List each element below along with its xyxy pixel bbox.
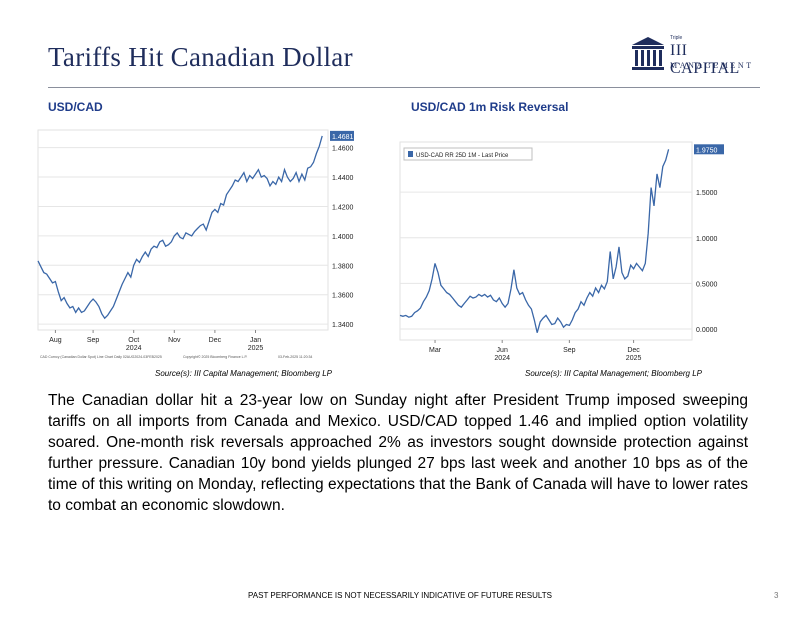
- y-tick-label: 1.0000: [696, 236, 718, 243]
- logo-sub-text: MANAGEMENT: [670, 61, 754, 70]
- x-tick-label: Mar: [429, 347, 442, 354]
- last-value-badge: [330, 130, 354, 141]
- x-tick-year: 2024: [494, 355, 510, 362]
- columns-icon: [632, 37, 664, 70]
- y-tick-label: 0.5000: [696, 281, 718, 288]
- chart-title-usdcad: USD/CAD: [48, 100, 103, 114]
- chart-title-risk-reversal: USD/CAD 1m Risk Reversal: [411, 100, 569, 114]
- last-value-label: 1.4681: [332, 134, 354, 141]
- plot-area: [399, 141, 693, 341]
- x-tick-label: Nov: [168, 337, 181, 344]
- last-value-badge: [694, 144, 724, 155]
- legend-box: [403, 147, 533, 161]
- plot-area: [37, 129, 329, 331]
- x-tick-label: Sep: [87, 337, 100, 344]
- x-tick-label: Aug: [49, 337, 62, 344]
- company-logo: Triple III CAPITAL MANAGEMENT: [630, 34, 760, 77]
- y-tick-label: 1.4600: [332, 146, 354, 153]
- x-tick-label: Jan: [250, 337, 261, 344]
- chart-footnote-copyright: Copyright© 2025 Bloomberg Finance L.P.: [183, 355, 248, 359]
- legend-entry: USD-CAD RR 25D 1M - Last Price: [416, 153, 509, 159]
- page-number: 3: [774, 591, 779, 600]
- series-line: [399, 149, 670, 333]
- disclaimer-footer: PAST PERFORMANCE IS NOT NECESSARILY INDI…: [248, 591, 552, 600]
- y-tick-label: 1.5000: [696, 190, 718, 197]
- x-tick-label: Sep: [563, 347, 576, 354]
- source-usdcad: Source(s): III Capital Management; Bloom…: [155, 369, 332, 378]
- x-tick-label: Dec: [209, 337, 222, 344]
- page-title: Tariffs Hit Canadian Dollar: [48, 42, 353, 72]
- y-tick-label: 1.3800: [332, 263, 354, 270]
- y-tick-label: 0.0000: [696, 327, 718, 334]
- source-risk-reversal: Source(s): III Capital Management; Bloom…: [525, 369, 702, 378]
- x-tick-label: Oct: [128, 337, 139, 344]
- legend-swatch: [408, 151, 413, 157]
- y-tick-label: 1.4000: [332, 234, 354, 241]
- logo-main-text: III CAPITAL: [670, 42, 740, 77]
- x-tick-label: Dec: [627, 347, 640, 354]
- x-tick-year: 2025: [626, 355, 642, 362]
- last-value-label: 1.9750: [696, 147, 718, 154]
- x-tick-year: 2025: [248, 345, 264, 352]
- y-tick-label: 1.4200: [332, 204, 354, 211]
- logo-tiny-text: Triple: [670, 35, 683, 41]
- commentary-paragraph: The Canadian dollar hit a 23-year low on…: [48, 392, 748, 514]
- header-divider: [48, 87, 760, 88]
- usdcad-chart: 1.3400 1.3600 1.3800 1.4000 1.4200 1.4400 1.46…: [37, 129, 354, 359]
- y-tick-label: 1.4400: [332, 175, 354, 182]
- x-tick-year: 2024: [126, 345, 142, 352]
- y-tick-label: 1.3400: [332, 322, 354, 329]
- y-tick-label: 1.3600: [332, 293, 354, 300]
- x-tick-label: Jun: [497, 347, 508, 354]
- chart-footnote-left: CAD Curncy (Canadian Dollar Spot) Line C…: [40, 355, 162, 359]
- series-line: [37, 135, 323, 320]
- chart-footnote-timestamp: 03-Feb-2025 11:20:34: [278, 355, 312, 359]
